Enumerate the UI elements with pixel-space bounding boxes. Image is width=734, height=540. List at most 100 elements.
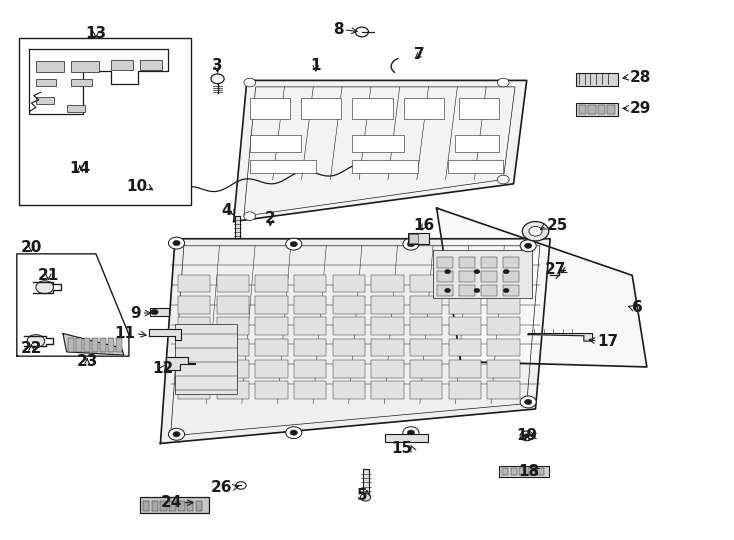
Bar xyxy=(503,257,519,268)
Text: 23: 23 xyxy=(76,354,98,369)
Circle shape xyxy=(290,430,297,435)
Text: 20: 20 xyxy=(21,240,42,255)
Circle shape xyxy=(520,396,537,408)
Bar xyxy=(36,97,54,104)
Text: 22: 22 xyxy=(21,341,43,356)
Bar xyxy=(588,105,595,114)
Text: 17: 17 xyxy=(597,334,619,349)
Bar xyxy=(333,296,365,314)
Bar xyxy=(217,360,249,378)
Bar xyxy=(294,360,326,378)
Bar xyxy=(294,339,326,356)
Circle shape xyxy=(525,243,532,248)
Bar xyxy=(437,271,453,282)
Bar xyxy=(294,274,326,292)
Bar xyxy=(178,274,210,292)
Bar xyxy=(333,339,365,356)
Bar xyxy=(84,339,90,353)
Circle shape xyxy=(360,494,371,501)
Bar xyxy=(487,360,520,378)
Circle shape xyxy=(290,241,297,247)
Polygon shape xyxy=(437,208,647,367)
Bar xyxy=(487,296,520,314)
Bar xyxy=(437,285,453,296)
Circle shape xyxy=(286,238,302,250)
Bar xyxy=(371,360,404,378)
Circle shape xyxy=(474,269,480,274)
Bar xyxy=(537,468,544,475)
Bar xyxy=(333,274,365,292)
Bar xyxy=(404,98,444,119)
Bar xyxy=(371,296,404,314)
Circle shape xyxy=(36,281,54,294)
Circle shape xyxy=(27,335,45,348)
Bar xyxy=(410,296,442,314)
Bar xyxy=(217,339,249,356)
Bar xyxy=(217,381,249,399)
Text: 24: 24 xyxy=(161,495,182,510)
Bar xyxy=(607,105,614,114)
Circle shape xyxy=(445,269,451,274)
Bar xyxy=(71,79,92,86)
Text: 27: 27 xyxy=(545,262,566,278)
Text: 12: 12 xyxy=(153,361,174,375)
Bar xyxy=(503,271,519,282)
Bar xyxy=(502,468,509,475)
Text: 13: 13 xyxy=(85,25,106,40)
Text: 18: 18 xyxy=(519,464,540,480)
Text: 1: 1 xyxy=(310,58,321,73)
Bar xyxy=(410,318,442,335)
Bar xyxy=(235,216,239,238)
Bar xyxy=(195,501,202,511)
Circle shape xyxy=(211,74,224,84)
Bar xyxy=(178,381,210,399)
Bar xyxy=(410,381,442,399)
Circle shape xyxy=(169,237,184,249)
Bar xyxy=(578,105,586,114)
Polygon shape xyxy=(166,357,195,370)
Bar xyxy=(333,360,365,378)
Bar xyxy=(455,136,499,152)
Text: 7: 7 xyxy=(415,47,425,62)
Bar xyxy=(186,501,193,511)
Bar xyxy=(448,318,481,335)
Bar xyxy=(352,98,393,119)
Bar xyxy=(170,501,175,511)
Bar xyxy=(371,339,404,356)
Bar xyxy=(36,79,57,86)
Bar xyxy=(481,285,497,296)
Bar xyxy=(76,339,82,353)
Bar xyxy=(36,61,64,72)
Bar xyxy=(352,136,404,152)
Bar xyxy=(255,296,288,314)
Bar xyxy=(481,271,497,282)
Bar xyxy=(294,296,326,314)
Circle shape xyxy=(525,399,532,404)
Bar xyxy=(459,271,475,282)
Circle shape xyxy=(403,238,419,250)
Polygon shape xyxy=(528,334,592,341)
Bar xyxy=(68,339,74,353)
Bar xyxy=(520,468,526,475)
Circle shape xyxy=(169,428,184,440)
Bar xyxy=(410,274,442,292)
Circle shape xyxy=(173,431,180,437)
Bar xyxy=(217,296,249,314)
Bar xyxy=(294,318,326,335)
Bar xyxy=(109,339,115,353)
Bar xyxy=(448,360,481,378)
Polygon shape xyxy=(233,80,527,221)
Bar xyxy=(363,469,369,495)
Text: 8: 8 xyxy=(333,22,344,37)
Bar xyxy=(448,296,481,314)
Bar xyxy=(101,339,106,353)
Bar xyxy=(140,60,162,70)
Bar xyxy=(178,360,210,378)
Bar xyxy=(459,285,475,296)
Bar xyxy=(178,296,210,314)
Polygon shape xyxy=(63,334,124,355)
Text: 5: 5 xyxy=(357,488,367,503)
Bar xyxy=(487,381,520,399)
Bar xyxy=(152,501,159,511)
Bar xyxy=(217,318,249,335)
